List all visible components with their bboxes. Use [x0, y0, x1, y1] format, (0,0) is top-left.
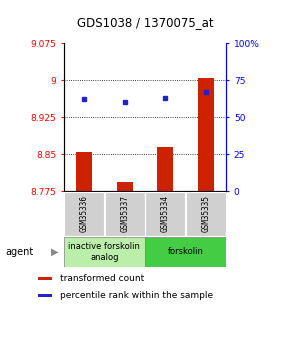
- Bar: [64, 237, 145, 267]
- Bar: [145, 237, 226, 267]
- Bar: [105, 192, 145, 236]
- Text: GSM35337: GSM35337: [120, 195, 129, 233]
- Text: GDS1038 / 1370075_at: GDS1038 / 1370075_at: [77, 16, 213, 29]
- Text: transformed count: transformed count: [60, 274, 144, 283]
- Bar: [117, 181, 133, 191]
- Text: GSM35335: GSM35335: [201, 195, 211, 233]
- Text: percentile rank within the sample: percentile rank within the sample: [60, 291, 213, 300]
- Bar: [145, 192, 185, 236]
- Text: GSM35336: GSM35336: [79, 195, 89, 233]
- Bar: [157, 147, 173, 191]
- Bar: [38, 294, 52, 297]
- Bar: [64, 192, 104, 236]
- Text: agent: agent: [6, 247, 34, 257]
- Text: inactive forskolin
analog: inactive forskolin analog: [68, 242, 140, 262]
- Bar: [76, 152, 92, 191]
- Text: ▶: ▶: [51, 247, 58, 257]
- Bar: [38, 277, 52, 280]
- Bar: [186, 192, 226, 236]
- Text: forskolin: forskolin: [168, 247, 204, 256]
- Text: GSM35334: GSM35334: [161, 195, 170, 233]
- Bar: [198, 78, 214, 191]
